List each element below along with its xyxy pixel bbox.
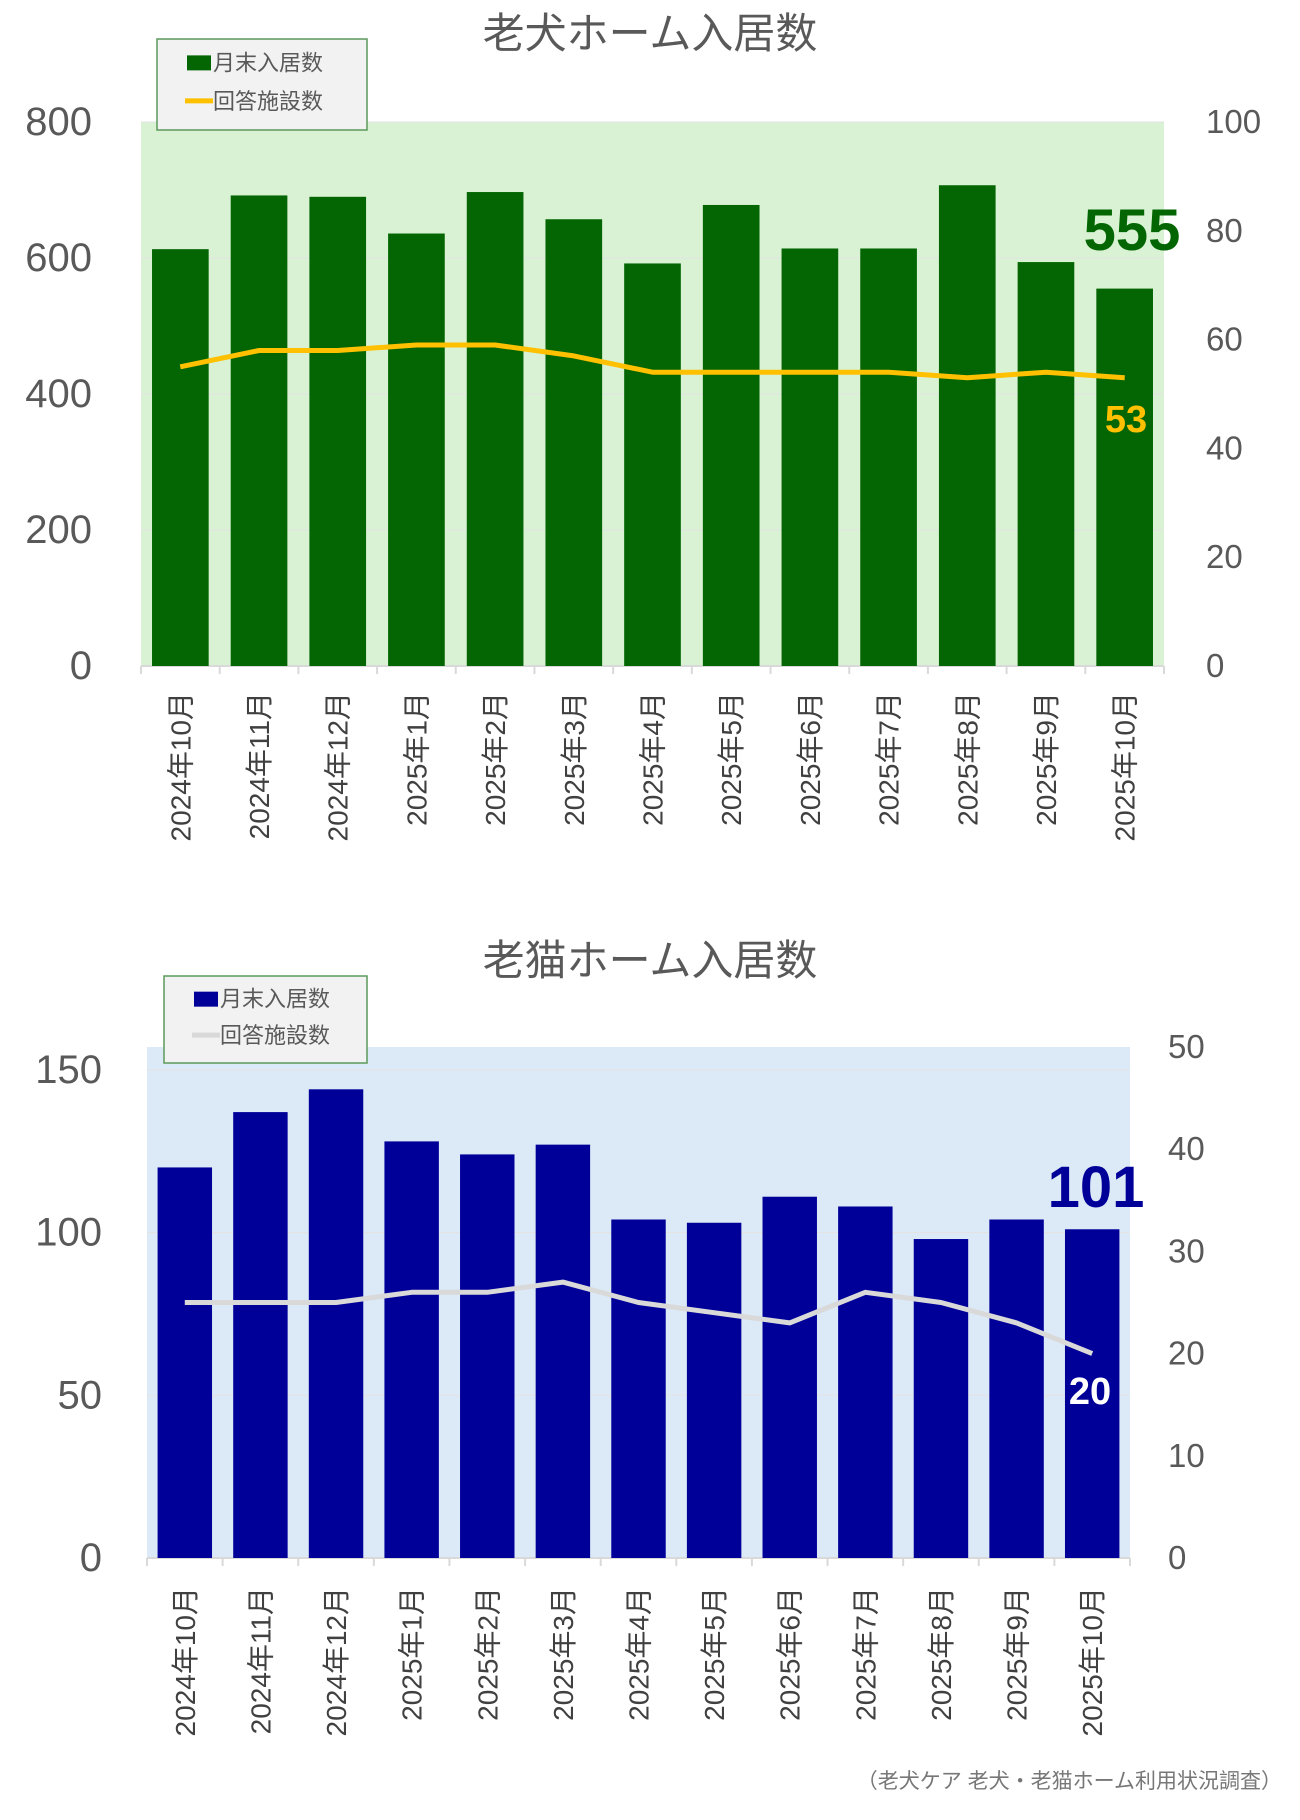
x-axis-label: 2025年8月 [926,1587,957,1721]
last-bar-value-label: 101 [1048,1155,1145,1220]
right-axis-tick: 20 [1168,1335,1205,1372]
right-axis-tick: 30 [1168,1232,1205,1269]
x-axis-label: 2025年5月 [716,692,747,826]
legend-bar-label: 月末入居数 [213,50,323,75]
right-axis-tick: 10 [1168,1437,1205,1474]
left-axis-tick: 100 [35,1211,102,1255]
bar-2025年1月 [388,234,445,666]
x-axis-label: 2025年4月 [638,692,669,826]
x-axis-label: 2025年3月 [559,692,590,826]
bar-2025年7月 [860,248,917,666]
left-axis-tick: 0 [70,644,92,688]
x-axis-label: 2024年10月 [170,1587,201,1736]
bar-2025年9月 [989,1220,1043,1558]
x-axis-label: 2025年7月 [850,1587,881,1721]
right-axis-tick: 20 [1206,538,1243,575]
left-axis-tick: 200 [25,508,92,552]
bar-2025年8月 [939,185,996,666]
bar-2025年6月 [782,248,839,666]
left-axis-tick: 600 [25,236,92,280]
bar-2025年4月 [624,263,681,666]
x-axis-label: 2024年12月 [323,692,354,841]
chart-title: 老猫ホーム入居数 [483,937,818,984]
legend-bar-label: 月末入居数 [220,987,330,1012]
bar-2025年2月 [460,1154,514,1558]
bar-2025年10月 [1096,289,1153,666]
x-axis-label: 2025年7月 [874,692,905,826]
last-line-value-label: 20 [1069,1371,1111,1413]
legend-line-label: 回答施設数 [213,89,323,114]
right-axis-tick: 40 [1168,1130,1205,1167]
legend-line-label: 回答施設数 [220,1023,330,1048]
bar-2025年2月 [467,192,524,666]
bar-2025年6月 [763,1197,817,1558]
bar-2025年8月 [914,1239,968,1558]
chart-title: 老犬ホーム入居数 [483,10,818,57]
bar-2025年4月 [611,1220,665,1558]
left-axis-tick: 150 [35,1048,102,1092]
bar-2025年9月 [1018,262,1075,666]
bar-2024年10月 [158,1167,212,1558]
legend-bar-swatch [187,55,211,70]
bar-2025年3月 [545,219,602,666]
x-axis-label: 2025年9月 [1031,692,1062,826]
bar-2024年12月 [309,197,366,666]
x-axis-label: 2024年11月 [245,1587,276,1734]
right-axis-tick: 40 [1206,429,1243,466]
bar-2024年12月 [309,1089,363,1558]
dog-home-chart: 0 200 400 600 800 0 20 40 60 80 100 2024年10月 2024年11… [25,10,1261,841]
x-axis-label: 2024年12月 [321,1587,352,1736]
legend-bar-swatch [194,992,218,1007]
left-axis-tick: 800 [25,100,92,144]
x-axis-label: 2025年6月 [775,1587,806,1721]
bar-2024年10月 [152,249,209,666]
cat-home-chart: 0 50 100 150 0 10 20 30 40 50 2024年10月 2024年11月 2024… [35,937,1204,1736]
x-axis-label: 2025年8月 [952,692,983,826]
x-axis-label: 2024年11月 [244,692,275,839]
x-axis-label: 2025年3月 [548,1587,579,1721]
bar-2025年5月 [703,205,760,666]
bar-2025年5月 [687,1223,741,1558]
x-axis-label: 2025年9月 [1002,1587,1033,1721]
left-axis-tick: 400 [25,372,92,416]
x-axis-label: 2025年1月 [397,1587,428,1721]
left-axis-tick: 0 [80,1536,102,1580]
x-axis-label: 2025年1月 [401,692,432,826]
bar-2024年11月 [233,1112,287,1558]
x-axis-label: 2025年2月 [472,1587,503,1721]
bar-2025年1月 [384,1141,438,1558]
x-axis-label: 2025年4月 [624,1587,655,1721]
bar-2025年7月 [838,1206,892,1558]
left-axis-tick: 50 [58,1373,103,1417]
source-note: （老犬ケア 老犬・老猫ホーム利用状況調査） [857,1770,1282,1793]
right-axis-tick: 50 [1168,1028,1205,1065]
x-axis-label: 2025年2月 [480,692,511,826]
last-line-value-label: 53 [1105,399,1147,441]
x-axis-label: 2024年10月 [165,692,196,841]
right-axis-tick: 60 [1206,321,1243,358]
x-axis-label: 2025年10月 [1110,692,1141,841]
x-axis-label: 2025年6月 [795,692,826,826]
x-axis-label: 2025年10月 [1077,1587,1108,1736]
x-axis-label: 2025年5月 [699,1587,730,1721]
right-axis-tick: 80 [1206,212,1243,249]
right-axis-tick: 100 [1206,103,1261,140]
bar-2025年3月 [536,1145,590,1558]
right-axis-tick: 0 [1206,647,1224,684]
last-bar-value-label: 555 [1084,198,1181,263]
bar-2024年11月 [231,195,288,666]
right-axis-tick: 0 [1168,1539,1186,1576]
